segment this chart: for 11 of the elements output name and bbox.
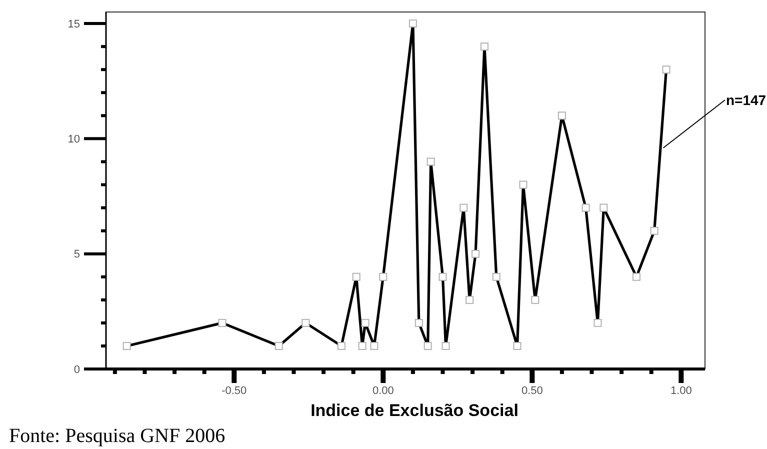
y-tick-label: 0	[74, 364, 80, 376]
x-tick-label: 0.00	[372, 385, 394, 397]
annotation: n=147	[726, 92, 766, 108]
x-axis-title: Indice de Exclusão Social	[310, 401, 518, 420]
source-note: Fonte: Pesquisa GNF 2006	[9, 425, 226, 447]
y-tick-label: 5	[74, 248, 80, 261]
y-tick-label: 10	[68, 134, 80, 146]
x-tick-label: 1.00	[670, 385, 692, 397]
x-tick-label: -0.50	[222, 385, 247, 397]
y-tick-label: 15	[68, 18, 80, 30]
x-tick-label: 0.50	[521, 385, 543, 397]
